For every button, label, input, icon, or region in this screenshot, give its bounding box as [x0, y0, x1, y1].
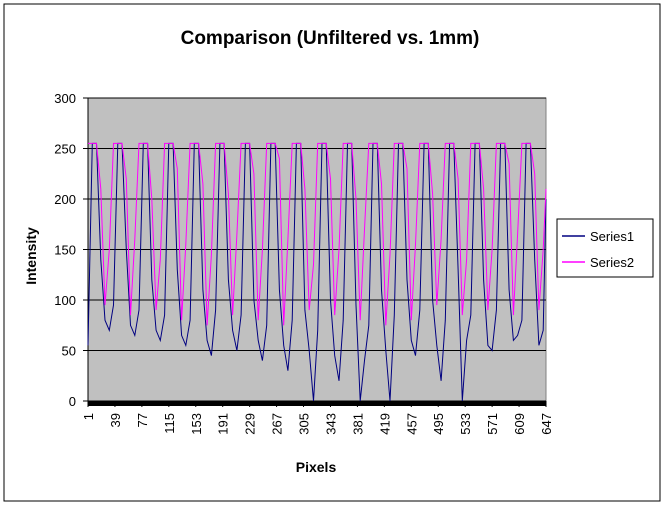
x-tick-label: 115	[162, 413, 177, 434]
x-tick-label: 77	[135, 413, 150, 427]
y-tick-label: 300	[54, 91, 76, 106]
y-tick-label: 150	[54, 243, 76, 258]
legend-label: Series1	[590, 229, 634, 244]
x-tick-label: 419	[377, 413, 392, 435]
x-tick-label: 495	[431, 413, 446, 435]
x-tick-label: 1	[81, 413, 96, 420]
series-line	[87, 142, 547, 402]
y-tick-label: 0	[69, 394, 76, 409]
x-tick-label: 229	[243, 413, 258, 435]
y-tick-label: 50	[62, 344, 76, 359]
x-tick-label: 39	[108, 413, 123, 427]
y-tick-label: 250	[54, 142, 76, 157]
chart-title: Comparison (Unfiltered vs. 1mm)	[181, 28, 480, 49]
x-axis	[88, 401, 546, 406]
legend-label: Series2	[590, 255, 634, 270]
x-tick-label: 343	[323, 413, 338, 435]
x-tick-label: 153	[189, 413, 204, 435]
series-line	[88, 142, 547, 326]
y-tick-label: 200	[54, 192, 76, 207]
legend-box	[556, 218, 654, 278]
y-axis-label: Intensity	[23, 227, 39, 285]
x-tick-label: 571	[485, 413, 500, 435]
x-tick-label: 609	[512, 413, 527, 435]
x-tick-label: 267	[270, 413, 285, 435]
x-tick-label: 305	[297, 413, 312, 435]
x-tick-label: 457	[404, 413, 419, 435]
x-tick-label: 647	[539, 413, 554, 435]
y-tick-label: 100	[54, 293, 76, 308]
x-tick-label: 533	[458, 413, 473, 435]
x-tick-label: 191	[216, 413, 231, 435]
x-tick-label: 381	[350, 413, 365, 435]
x-axis-label: Pixels	[296, 459, 337, 475]
